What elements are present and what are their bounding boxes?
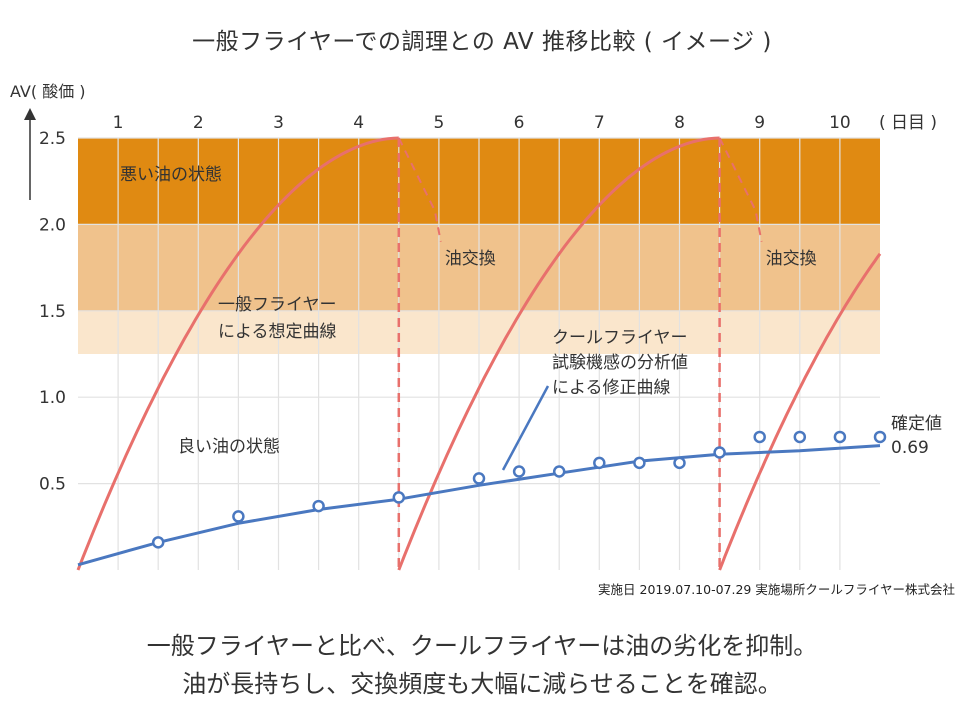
oil-change-label: 油交換 bbox=[766, 249, 817, 269]
x-tick-label: 7 bbox=[594, 113, 605, 133]
measured-point bbox=[552, 465, 566, 478]
oil-change-leader-0 bbox=[397, 137, 442, 242]
x-tick-label: 3 bbox=[273, 113, 284, 133]
measured-point bbox=[713, 446, 726, 459]
conventional-curve-label-2: による想定曲線 bbox=[218, 322, 337, 342]
y-tick-label: 2.0 bbox=[39, 215, 66, 235]
y-tick-label: 2.5 bbox=[39, 129, 66, 149]
y-tick-label: 1.5 bbox=[39, 302, 66, 322]
measured-point bbox=[593, 456, 606, 470]
measured-point bbox=[793, 430, 807, 444]
measured-point bbox=[753, 430, 766, 444]
x-tick-label: 2 bbox=[193, 113, 204, 133]
conventional-curve-segment-0 bbox=[76, 136, 399, 571]
x-tick-label: 10 bbox=[829, 113, 851, 133]
band-label-good: 良い油の状態 bbox=[178, 437, 280, 457]
footer-line-2: 油が長持ちし、交換頻度も大幅に減らせることを確認。 bbox=[182, 670, 782, 698]
measured-point bbox=[151, 536, 165, 549]
y-tick-label: 0.5 bbox=[39, 475, 66, 495]
x-tick-label: 6 bbox=[514, 113, 525, 133]
footer-line-1: 一般フライヤーと比べ、クールフライヤーは油の劣化を抑制。 bbox=[146, 632, 818, 660]
final-value-label: 確定値 bbox=[891, 414, 942, 434]
x-tick-label: 9 bbox=[754, 113, 765, 133]
measured-point bbox=[472, 472, 486, 485]
measured-point bbox=[512, 465, 526, 478]
oil-change-leader-1 bbox=[718, 137, 763, 242]
conventional-curve-label-1: 一般フライヤー bbox=[218, 295, 337, 315]
x-tick-label: 8 bbox=[674, 113, 685, 133]
measured-point bbox=[392, 491, 406, 504]
x-axis-label: ( 日目 ) bbox=[879, 113, 937, 133]
measured-point bbox=[833, 430, 847, 444]
coolfryer-curve-label-2: 試験機感の分析値 bbox=[552, 353, 688, 373]
coolfryer-curve bbox=[77, 444, 881, 567]
band-label-bad: 悪い油の状態 bbox=[120, 165, 222, 185]
x-tick-label: 1 bbox=[113, 113, 124, 133]
x-tick-label: 5 bbox=[433, 113, 444, 133]
x-tick-label: 4 bbox=[353, 113, 364, 133]
measured-point bbox=[873, 430, 887, 444]
final-value: 0.69 bbox=[891, 438, 929, 458]
source-note: 実施日 2019.07.10-07.29 実施場所クールフライヤー株式会社 bbox=[598, 582, 955, 597]
y-tick-label: 1.0 bbox=[39, 388, 66, 408]
measured-point bbox=[633, 456, 646, 470]
oil-change-label: 油交換 bbox=[445, 249, 496, 269]
coolfryer-curve-label-3: による修正曲線 bbox=[552, 378, 671, 398]
measured-point bbox=[312, 499, 325, 513]
y-axis-label: AV( 酸価 ) bbox=[10, 82, 86, 101]
measured-point bbox=[232, 510, 245, 523]
chart-title: 一般フライヤーでの調理との AV 推移比較 ( イメージ ) bbox=[192, 29, 772, 55]
conventional-curve-segment-1 bbox=[397, 136, 720, 571]
y-axis-arrowhead bbox=[24, 108, 36, 120]
conventional-curve-segment-2 bbox=[718, 252, 882, 571]
coolfryer-label-leader bbox=[501, 385, 550, 471]
measured-point bbox=[673, 456, 686, 470]
coolfryer-curve-label-1: クールフライヤー bbox=[552, 328, 688, 348]
